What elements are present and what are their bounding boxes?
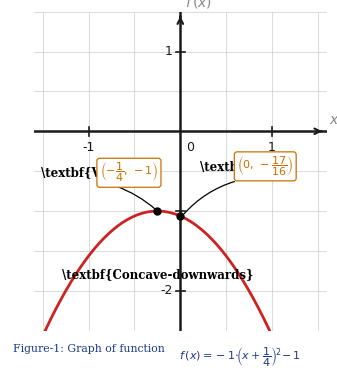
Text: \textbf{Point}: \textbf{Point} bbox=[201, 160, 293, 173]
Text: \textbf{Vertex}-: \textbf{Vertex}- bbox=[41, 166, 146, 179]
Text: $x$: $x$ bbox=[329, 113, 337, 127]
Text: -1: -1 bbox=[83, 141, 95, 154]
Text: 1: 1 bbox=[268, 141, 276, 154]
Text: $\left(0,\,-\dfrac{17}{16}\right)$: $\left(0,\,-\dfrac{17}{16}\right)$ bbox=[237, 155, 294, 178]
Text: \textbf{Concave-downwards}: \textbf{Concave-downwards} bbox=[62, 268, 253, 281]
Text: $\left(-\dfrac{1}{4},\,-1\right)$: $\left(-\dfrac{1}{4},\,-1\right)$ bbox=[100, 161, 158, 184]
Text: 1: 1 bbox=[165, 45, 173, 58]
Text: $f\,(x)=-1{\cdot}\!\left(x+\dfrac{1}{4}\right)^{\!2}\!-1$: $f\,(x)=-1{\cdot}\!\left(x+\dfrac{1}{4}\… bbox=[179, 345, 300, 368]
Text: 0: 0 bbox=[186, 141, 194, 154]
Text: Figure-1: Graph of function: Figure-1: Graph of function bbox=[13, 344, 165, 354]
Text: $f\,(x)$: $f\,(x)$ bbox=[185, 0, 212, 10]
Text: -2: -2 bbox=[161, 284, 173, 297]
